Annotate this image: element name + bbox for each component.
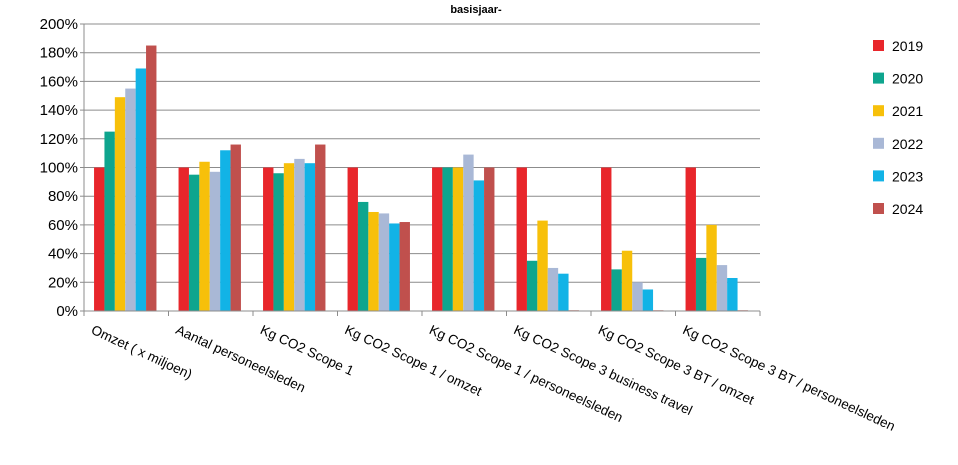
legend-swatch-2021 (873, 105, 884, 117)
bar-2024-3 (315, 144, 326, 311)
bar-2023-2 (220, 150, 231, 311)
y-tick-label: 160% (40, 73, 78, 90)
legend-swatch-2020 (873, 72, 884, 84)
bar-2021-5 (452, 167, 464, 311)
y-tick-label: 60% (48, 217, 78, 234)
legend-swatch-2022 (873, 137, 884, 149)
bar-2019-5 (432, 167, 443, 311)
bar-2019-6 (516, 167, 527, 311)
bar-2021-6 (537, 220, 548, 311)
bar-2020-8 (695, 257, 707, 311)
bar-2022-2 (209, 171, 221, 311)
bar-2020-3 (273, 173, 284, 311)
y-tick-label: 200% (40, 16, 78, 33)
y-tick-label: 40% (48, 246, 78, 263)
y-axis: 0% 20% 40% 60% 80% 100% 120% 140% 160% 180% 200% (40, 16, 84, 320)
bar-2021-8 (706, 224, 717, 311)
bar-2022-7 (632, 282, 643, 311)
legend-label-2019: 2019 (892, 38, 923, 54)
bar-2021-4 (368, 211, 379, 311)
bar-2023-4 (389, 223, 400, 311)
y-tick-label: 140% (40, 102, 78, 119)
bar-2022-8 (716, 265, 728, 311)
chart-title: basisjaar- (450, 4, 502, 16)
bar-2019-7 (601, 167, 612, 311)
bar-2019-4 (347, 167, 358, 311)
legend-label-2020: 2020 (892, 71, 923, 87)
bars (94, 45, 748, 312)
bar-2019-2 (178, 167, 189, 311)
bar-2020-7 (611, 269, 622, 311)
y-tick-label: 100% (40, 160, 78, 177)
y-tick-label: 180% (40, 45, 78, 62)
bar-2020-2 (188, 174, 200, 311)
axes (83, 24, 761, 316)
bar-2023-8 (727, 277, 738, 311)
bar-2023-3 (304, 163, 316, 311)
legend-label-2024: 2024 (892, 201, 923, 217)
bar-2022-3 (294, 158, 305, 311)
x-axis: Omzet ( x miljoen)Aantal personeelsleden… (89, 322, 897, 434)
bar-2020-5 (442, 167, 453, 311)
bar-2020-6 (526, 260, 538, 311)
bar-2020-1 (104, 131, 115, 311)
legend-swatch-2019 (873, 40, 884, 51)
x-tick-label: Kg CO2 Scope 3 BT / omzet (596, 322, 757, 408)
bar-2023-6 (558, 273, 569, 311)
bar-2020-4 (357, 201, 369, 311)
bar-2022-4 (378, 213, 390, 311)
bar-2019-1 (94, 167, 105, 311)
legend-swatch-2023 (873, 170, 884, 182)
bar-2022-6 (547, 267, 559, 311)
legend: 2019 2020 2021 2022 2023 2024 (873, 38, 923, 217)
bar-2019-8 (685, 167, 696, 311)
bar-2019-3 (263, 167, 274, 311)
bar-2022-1 (125, 88, 136, 311)
bar-2023-5 (473, 180, 485, 311)
bar-2024-1 (146, 45, 157, 312)
legend-label-2022: 2022 (892, 136, 923, 152)
bar-2024-5 (484, 167, 495, 311)
bar-2021-1 (114, 97, 126, 311)
y-tick-label: 0% (56, 303, 78, 320)
bar-2021-7 (621, 250, 633, 311)
bar-2022-5 (463, 154, 474, 311)
bar-2021-3 (283, 163, 295, 311)
y-tick-label: 120% (40, 131, 78, 148)
x-tick-label: Kg CO2 Scope 1 / omzet (342, 322, 484, 399)
legend-swatch-2024 (873, 203, 884, 214)
bar-2024-2 (230, 144, 241, 311)
legend-label-2021: 2021 (892, 103, 923, 119)
bar-2021-2 (199, 161, 210, 311)
bar-2023-7 (642, 289, 654, 311)
bar-2023-1 (135, 68, 147, 311)
legend-label-2023: 2023 (892, 168, 923, 184)
y-tick-label: 80% (48, 188, 78, 205)
bar-2024-4 (399, 222, 410, 311)
y-tick-label: 20% (48, 274, 78, 291)
